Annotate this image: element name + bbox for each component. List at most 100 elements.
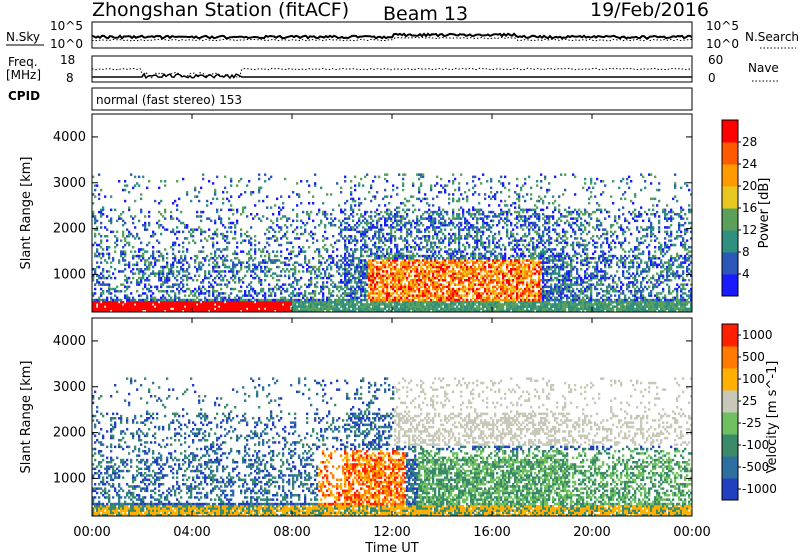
power-cell bbox=[454, 283, 456, 286]
nave-tick-bottom: 0 bbox=[708, 71, 716, 85]
power-cell bbox=[160, 213, 162, 216]
power-cell bbox=[456, 213, 458, 216]
power-cell bbox=[466, 268, 468, 271]
power-cell bbox=[310, 297, 312, 300]
power-cell bbox=[468, 305, 470, 308]
power-cell bbox=[288, 283, 290, 286]
power-cell bbox=[302, 211, 304, 214]
power-cell bbox=[468, 213, 470, 216]
power-cell bbox=[266, 237, 268, 240]
power-cell bbox=[482, 231, 484, 234]
power-cell bbox=[304, 255, 306, 257]
power-cell bbox=[418, 279, 420, 282]
power-cell bbox=[110, 297, 112, 300]
power-cell bbox=[152, 270, 154, 273]
power-cell bbox=[376, 301, 378, 304]
power-cell bbox=[122, 259, 124, 262]
power-cell bbox=[160, 290, 162, 293]
power-cell bbox=[470, 301, 472, 304]
power-cell bbox=[146, 279, 148, 282]
power-cell bbox=[364, 211, 366, 214]
power-cell bbox=[208, 286, 210, 289]
power-cell bbox=[330, 301, 332, 304]
power-cell bbox=[308, 233, 310, 236]
power-cell bbox=[432, 270, 434, 273]
power-cell bbox=[130, 270, 132, 273]
power-cell bbox=[268, 299, 270, 302]
power-cell bbox=[436, 294, 438, 297]
power-cell bbox=[362, 272, 364, 275]
power-cell bbox=[184, 303, 186, 306]
power-cell bbox=[214, 222, 216, 225]
power-cell bbox=[274, 255, 276, 257]
power-cell bbox=[162, 305, 164, 308]
power-cell bbox=[254, 305, 256, 308]
power-cell bbox=[320, 301, 322, 304]
power-cell bbox=[430, 242, 432, 245]
power-cell bbox=[414, 281, 416, 284]
power-cell bbox=[148, 211, 150, 214]
power-cell bbox=[108, 283, 110, 286]
power-cell bbox=[384, 189, 386, 192]
power-cell bbox=[178, 297, 180, 300]
power-cell bbox=[418, 299, 420, 302]
power-cell bbox=[408, 281, 410, 284]
power-cell bbox=[182, 301, 184, 304]
power-cell bbox=[380, 301, 382, 304]
power-cell bbox=[152, 246, 154, 249]
power-cell bbox=[390, 286, 392, 289]
power-cell bbox=[220, 301, 222, 304]
power-cell bbox=[314, 303, 316, 306]
power-cell bbox=[388, 239, 390, 242]
power-cell bbox=[302, 294, 304, 297]
power-cell bbox=[196, 195, 198, 198]
power-cell bbox=[372, 275, 374, 278]
power-cell bbox=[498, 220, 500, 223]
power-cell bbox=[350, 286, 352, 289]
power-cell bbox=[200, 233, 202, 236]
power-cell bbox=[428, 235, 430, 238]
power-cell bbox=[506, 272, 508, 275]
power-cell bbox=[480, 244, 482, 247]
power-cell bbox=[332, 275, 334, 278]
power-cell bbox=[180, 222, 182, 225]
power-cell bbox=[348, 305, 350, 308]
power-cell bbox=[350, 198, 352, 201]
power-cell bbox=[224, 257, 226, 260]
power-cell bbox=[370, 281, 372, 284]
power-cell bbox=[446, 224, 448, 227]
power-cell bbox=[232, 303, 234, 306]
power-cell bbox=[458, 283, 460, 286]
power-cell bbox=[340, 235, 342, 238]
power-cell bbox=[506, 305, 508, 308]
power-cell bbox=[426, 305, 428, 308]
power-cell bbox=[400, 277, 402, 280]
power-cell bbox=[164, 281, 166, 284]
power-cell bbox=[320, 277, 322, 280]
power-cell bbox=[412, 239, 414, 242]
power-cell bbox=[516, 275, 518, 278]
power-cell bbox=[424, 308, 426, 311]
power-cell bbox=[174, 277, 176, 280]
power-cell bbox=[146, 299, 148, 302]
power-cell bbox=[418, 189, 420, 192]
power-cell bbox=[236, 308, 238, 311]
power-cell bbox=[472, 281, 474, 284]
power-cell bbox=[512, 228, 514, 231]
power-cell bbox=[290, 257, 292, 260]
power-cell bbox=[314, 305, 316, 308]
power-cell bbox=[418, 187, 420, 190]
power-cell bbox=[490, 301, 492, 304]
power-cell bbox=[282, 215, 284, 218]
power-cell bbox=[172, 286, 174, 289]
power-cell bbox=[362, 275, 364, 278]
power-cell bbox=[462, 275, 464, 278]
power-cell bbox=[464, 270, 466, 273]
power-cell bbox=[462, 303, 464, 306]
power-cell bbox=[370, 250, 372, 253]
power-cell bbox=[366, 301, 368, 304]
power-cell bbox=[448, 242, 450, 245]
power-cell bbox=[206, 305, 208, 308]
power-cell bbox=[384, 217, 386, 220]
power-cell bbox=[286, 268, 288, 271]
